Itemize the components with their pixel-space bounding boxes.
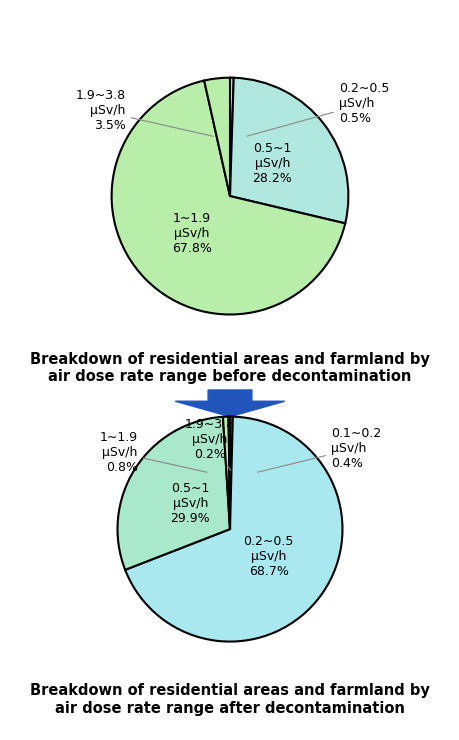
Wedge shape <box>228 417 230 529</box>
Wedge shape <box>112 81 344 314</box>
Text: 0.2∼0.5
μSv/h
68.7%: 0.2∼0.5 μSv/h 68.7% <box>243 535 293 578</box>
Wedge shape <box>117 417 230 570</box>
Wedge shape <box>230 417 232 529</box>
Text: Breakdown of residential areas and farmland by
air dose rate range before decont: Breakdown of residential areas and farml… <box>30 352 429 384</box>
Text: Breakdown of residential areas and farmland by
air dose rate range after deconta: Breakdown of residential areas and farml… <box>30 683 429 716</box>
FancyArrow shape <box>175 390 284 417</box>
Wedge shape <box>125 417 342 642</box>
Text: 1.9∼3.8
μSv/h
0.2%: 1.9∼3.8 μSv/h 0.2% <box>185 417 234 471</box>
Text: 1∼1.9
μSv/h
0.8%: 1∼1.9 μSv/h 0.8% <box>100 431 207 474</box>
Text: 1∼1.9
μSv/h
67.8%: 1∼1.9 μSv/h 67.8% <box>172 212 212 255</box>
Text: 0.2∼0.5
μSv/h
0.5%: 0.2∼0.5 μSv/h 0.5% <box>246 82 388 136</box>
Wedge shape <box>204 78 230 196</box>
Text: 1.9∼3.8
μSv/h
3.5%: 1.9∼3.8 μSv/h 3.5% <box>76 90 213 136</box>
Text: 0.5∼1
μSv/h
29.9%: 0.5∼1 μSv/h 29.9% <box>170 482 210 525</box>
Wedge shape <box>230 78 233 196</box>
Text: 0.5∼1
μSv/h
28.2%: 0.5∼1 μSv/h 28.2% <box>252 142 291 185</box>
Wedge shape <box>223 417 230 529</box>
Wedge shape <box>230 78 347 223</box>
Text: 0.1∼0.2
μSv/h
0.4%: 0.1∼0.2 μSv/h 0.4% <box>257 427 381 472</box>
